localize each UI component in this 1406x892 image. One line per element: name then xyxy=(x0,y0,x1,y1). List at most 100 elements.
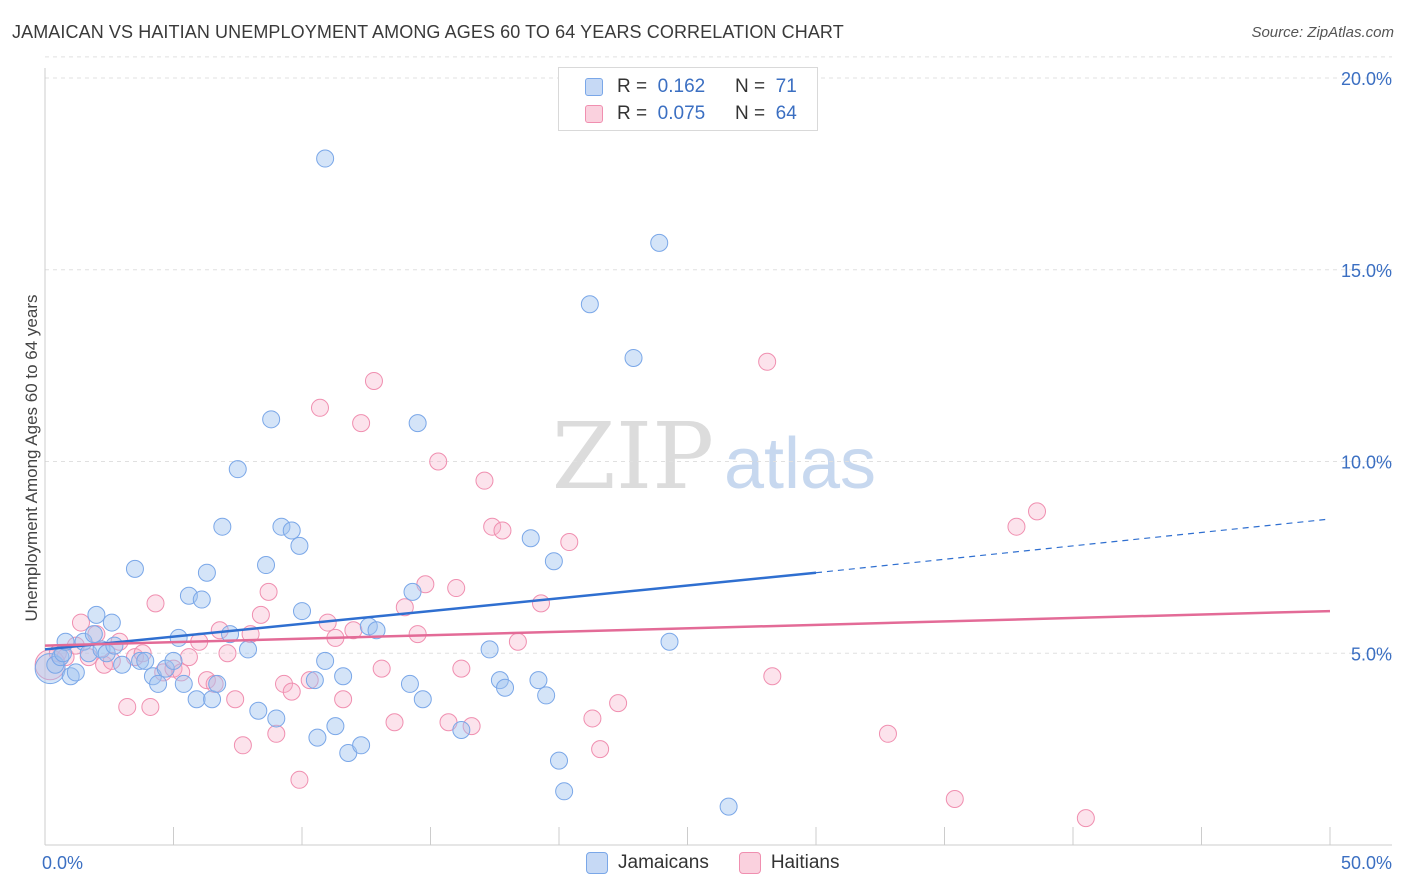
jamaican-point xyxy=(174,674,193,693)
jamaican-point xyxy=(164,651,183,670)
jamaican-point xyxy=(262,410,281,429)
watermark: ZIP atlas xyxy=(552,403,876,510)
jamaican-point xyxy=(719,797,738,816)
jamaican-point xyxy=(105,636,124,655)
jamaican-point xyxy=(624,348,643,367)
jamaican-point xyxy=(408,414,427,433)
legend-n-value: 71 xyxy=(775,76,797,97)
legend-r-value: 0.162 xyxy=(657,76,706,97)
haitian-point xyxy=(452,659,471,678)
jamaican-point xyxy=(400,674,419,693)
haitian-point xyxy=(282,682,301,701)
haitian-point xyxy=(462,717,481,736)
jamaican-point xyxy=(305,671,324,690)
jamaican-point xyxy=(308,728,327,747)
jamaican-point xyxy=(84,625,103,644)
jamaican-point xyxy=(660,632,679,651)
legend-item-haitians: Haitians xyxy=(738,852,840,874)
haitian-point xyxy=(290,770,309,789)
legend-r-label: R = xyxy=(617,76,648,97)
jamaican-point xyxy=(550,751,568,770)
y-tick-label: 15.0% xyxy=(1341,261,1392,281)
jamaican-point xyxy=(249,701,268,720)
jamaican-point xyxy=(367,621,386,640)
haitian-point xyxy=(483,517,502,536)
x-tick-label: 0.0% xyxy=(42,853,83,873)
trend-lines xyxy=(44,518,1331,651)
legend-swatch-jamaicans xyxy=(585,78,603,96)
jamaican-point xyxy=(452,720,471,739)
legend-row-haitians: R = 0.075 N = 64 xyxy=(585,102,797,126)
legend-swatch-haitians xyxy=(585,105,603,123)
haitian-point xyxy=(141,697,160,716)
jamaican-point xyxy=(203,690,222,709)
haitian-point xyxy=(508,632,527,651)
haitian-point xyxy=(758,352,777,371)
haitian-point xyxy=(609,694,628,713)
haitian-point xyxy=(763,667,782,686)
y-tick-label: 10.0% xyxy=(1341,453,1392,473)
jamaican-point xyxy=(480,640,499,659)
jamaican-point xyxy=(257,556,276,575)
legend-swatch-jamaicans xyxy=(586,852,608,874)
haitian-point xyxy=(532,594,551,613)
haitian-point xyxy=(300,671,319,690)
jamaican-point xyxy=(544,552,563,571)
jamaican-point xyxy=(521,529,540,548)
jamaican-point xyxy=(125,559,144,578)
haitian-point xyxy=(146,594,165,613)
haitian-point xyxy=(344,621,363,640)
haitian-point xyxy=(267,724,286,743)
jamaican-point xyxy=(282,521,301,540)
legend-swatch-haitians xyxy=(738,852,761,874)
jamaican-point xyxy=(496,678,515,697)
watermark-atlas: atlas xyxy=(724,424,876,504)
legend-item-jamaicans: Jamaicans xyxy=(586,852,709,874)
jamaicans-trend-line xyxy=(44,571,817,651)
haitian-point xyxy=(275,674,294,693)
haitian-point xyxy=(493,521,512,540)
haitian-point xyxy=(945,789,964,808)
legend-row-jamaicans: R = 0.162 N = 71 xyxy=(585,75,797,99)
haitian-point xyxy=(233,736,252,755)
legend-label-haitians: Haitians xyxy=(770,852,840,873)
jamaican-point xyxy=(102,613,121,632)
jamaican-point xyxy=(131,651,150,670)
jamaican-point xyxy=(34,653,66,685)
haitian-point xyxy=(251,605,270,624)
y-tick-label: 5.0% xyxy=(1351,644,1392,664)
chart-title: JAMAICAN VS HAITIAN UNEMPLOYMENT AMONG A… xyxy=(12,22,844,42)
jamaicans-trend-extension xyxy=(815,518,1331,574)
jamaican-point xyxy=(66,663,85,682)
jamaican-point xyxy=(87,605,106,624)
jamaican-point xyxy=(537,686,556,705)
haitian-point xyxy=(259,582,278,601)
haitian-point xyxy=(118,697,137,716)
stats-legend: R = 0.162 N = 71 R = 0.075 N = 64 xyxy=(558,67,818,131)
haitian-point xyxy=(179,648,198,667)
haitian-point xyxy=(1028,502,1047,521)
haitian-point xyxy=(71,613,90,632)
jamaican-point xyxy=(192,590,211,609)
y-tick-label: 20.0% xyxy=(1341,69,1392,89)
jamaican-point xyxy=(293,602,311,621)
jamaican-point xyxy=(187,690,206,709)
haitian-point xyxy=(591,740,610,759)
jamaican-point xyxy=(228,460,247,479)
jamaican-point xyxy=(213,517,232,536)
haitian-point xyxy=(560,533,579,552)
jamaican-point xyxy=(403,582,422,601)
jamaican-point xyxy=(413,690,432,709)
jamaican-point xyxy=(267,709,286,728)
jamaican-point xyxy=(149,674,168,693)
haitian-point xyxy=(218,644,237,663)
haitian-point xyxy=(408,625,427,644)
jamaican-point xyxy=(208,674,227,693)
x-tick-labels: 0.0% 50.0% xyxy=(42,853,1392,873)
legend-n-value: 64 xyxy=(775,103,797,124)
jamaican-point xyxy=(580,295,599,314)
haitians-trend-line xyxy=(44,609,1331,647)
jamaican-point xyxy=(136,651,155,670)
jamaican-point xyxy=(197,563,216,582)
